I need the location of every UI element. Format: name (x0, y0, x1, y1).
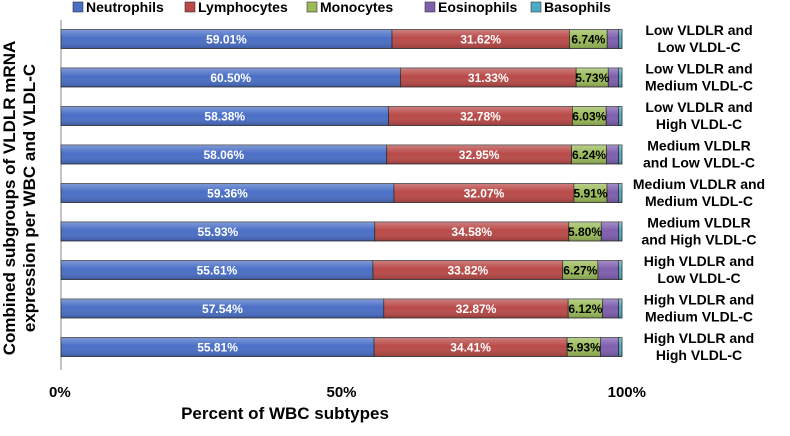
data-label-neutrophils-row-1: 59.01% (206, 33, 247, 47)
bar-eosinophils-row-3 (605, 106, 620, 126)
data-label-lymphocytes-row-6: 34.58% (451, 225, 492, 239)
category-label-row-5-line-1: Medium VLDLR and (633, 176, 765, 192)
y-axis-title-line-2: expression per WBC and VLDL-C (20, 64, 39, 332)
category-label-row-6-line-1: Medium VLDLR (647, 215, 750, 231)
data-label-monocytes-row-7: 6.27% (563, 264, 597, 278)
data-label-lymphocytes-row-5: 32.07% (464, 187, 505, 201)
y-axis-title: Combined subgroups of VLDLR mRNAexpressi… (0, 41, 39, 355)
category-label-row-6-line-2: and High VLDL-C (641, 232, 756, 248)
data-label-monocytes-row-3: 6.03% (572, 110, 606, 124)
legend-label-lymphocytes: Lymphocytes (198, 0, 288, 15)
category-label-row-9-line-2: High VLDL-C (656, 347, 742, 363)
data-labels: 59.01% 31.62% 6.74% 60.50% 31.33% 5.73% 58.38%… (197, 33, 610, 355)
bar-eosinophils-row-1 (606, 29, 620, 49)
x-tick-label-1: 0% (49, 384, 71, 401)
data-label-lymphocytes-row-8: 32.87% (456, 302, 497, 316)
bar-basophils-row-8 (618, 298, 623, 319)
bar-basophils-row-3 (618, 106, 623, 126)
data-label-neutrophils-row-4: 58.06% (204, 148, 245, 162)
legend-label-neutrophils: Neutrophils (86, 0, 164, 15)
x-axis: 0% 50% 100% (49, 384, 646, 401)
bars (60, 29, 623, 357)
legend-swatch-neutrophils (72, 1, 84, 13)
category-label-row-2-line-1: Low VLDLR and (645, 61, 752, 77)
category-label-row-5-line-2: Medium VLDL-C (645, 193, 753, 209)
bar-eosinophils-row-9 (600, 337, 620, 357)
data-label-neutrophils-row-5: 59.36% (207, 187, 248, 201)
data-label-monocytes-row-6: 5.80% (568, 225, 602, 239)
data-label-neutrophils-row-9: 55.81% (197, 341, 238, 355)
data-label-monocytes-row-8: 6.12% (568, 302, 602, 316)
legend-swatch-basophils (530, 1, 542, 13)
bar-basophils-row-6 (618, 221, 623, 242)
bar-eosinophils-row-6 (600, 221, 620, 242)
bar-eosinophils-row-2 (607, 67, 620, 88)
category-label-row-4-line-2: and Low VLDL-C (643, 155, 755, 171)
legend-label-basophils: Basophils (544, 0, 611, 15)
data-label-neutrophils-row-2: 60.50% (210, 71, 251, 85)
category-label-row-3-line-1: Low VLDLR and (645, 99, 752, 115)
x-tick-label-2: 50% (326, 384, 356, 401)
data-label-monocytes-row-5: 5.91% (573, 187, 607, 201)
bar-basophils-row-4 (618, 144, 623, 165)
data-label-lymphocytes-row-4: 32.95% (459, 148, 500, 162)
bar-eosinophils-row-5 (606, 183, 620, 203)
data-label-lymphocytes-row-7: 33.82% (447, 264, 488, 278)
legend-swatch-eosinophils (424, 1, 436, 13)
bar-basophils-row-5 (618, 183, 623, 203)
data-label-monocytes-row-2: 5.73% (575, 71, 609, 85)
data-label-monocytes-row-9: 5.93% (567, 341, 601, 355)
bar-basophils-row-1 (618, 29, 623, 49)
data-label-neutrophils-row-6: 55.93% (198, 225, 239, 239)
category-label-row-8-line-1: High VLDLR and (644, 292, 754, 308)
category-label-row-8-line-2: Medium VLDL-C (645, 309, 753, 325)
category-label-row-7-line-1: High VLDLR and (644, 253, 754, 269)
data-label-lymphocytes-row-2: 31.33% (468, 71, 509, 85)
category-label-row-1-line-2: Low VLDL-C (657, 39, 740, 55)
category-label-row-2-line-2: Medium VLDL-C (645, 78, 753, 94)
legend-label-eosinophils: Eosinophils (438, 0, 518, 15)
data-label-monocytes-row-4: 6.24% (572, 148, 606, 162)
category-label-row-1-line-1: Low VLDLR and (645, 22, 752, 38)
legend-swatch-lymphocytes (184, 1, 196, 13)
data-label-neutrophils-row-7: 55.61% (197, 264, 238, 278)
category-label-row-9-line-1: High VLDLR and (644, 330, 754, 346)
data-label-lymphocytes-row-9: 34.41% (450, 341, 491, 355)
data-label-neutrophils-row-3: 58.38% (204, 110, 245, 124)
bar-eosinophils-row-8 (602, 298, 620, 319)
data-label-lymphocytes-row-1: 31.62% (460, 33, 501, 47)
bar-basophils-row-2 (618, 67, 623, 88)
data-label-neutrophils-row-8: 57.54% (202, 302, 243, 316)
legend-swatch-monocytes (306, 1, 318, 13)
bar-eosinophils-row-7 (597, 260, 620, 280)
legend: Neutrophils Lymphocytes Monocytes Eosinophi… (72, 0, 611, 15)
category-label-row-7-line-2: Low VLDL-C (657, 270, 740, 286)
data-label-monocytes-row-1: 6.74% (571, 33, 605, 47)
y-axis-title-line-1: Combined subgroups of VLDLR mRNA (0, 41, 19, 355)
bar-basophils-row-7 (618, 260, 623, 280)
x-axis-title: Percent of WBC subtypes (181, 404, 389, 423)
legend-label-monocytes: Monocytes (320, 0, 393, 15)
bar-basophils-row-9 (618, 337, 623, 357)
bar-eosinophils-row-4 (606, 144, 620, 165)
category-label-row-3-line-2: High VLDL-C (656, 116, 742, 132)
category-label-row-4-line-1: Medium VLDLR (647, 138, 750, 154)
data-label-lymphocytes-row-3: 32.78% (460, 110, 501, 124)
x-tick-label-3: 100% (608, 384, 646, 401)
